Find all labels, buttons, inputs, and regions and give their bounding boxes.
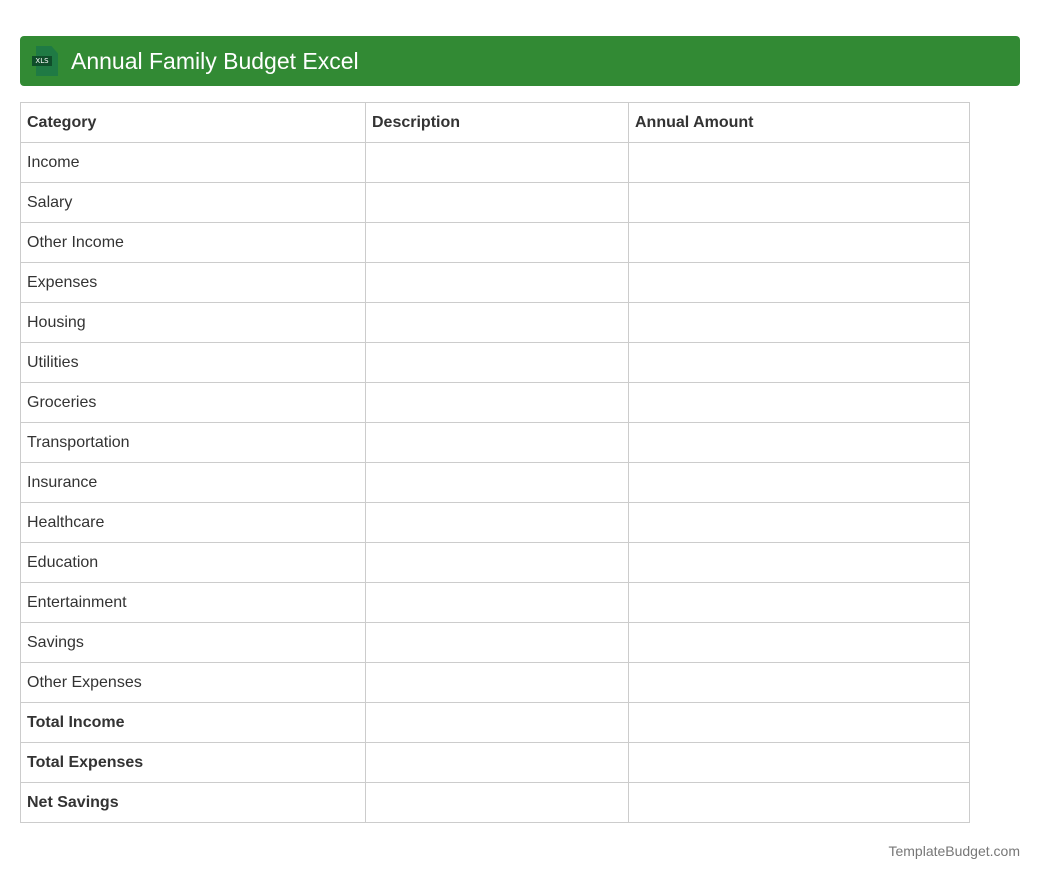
category-cell: Utilities <box>20 342 366 383</box>
category-cell: Other Expenses <box>20 662 366 703</box>
description-cell[interactable] <box>365 502 629 543</box>
annual-amount-cell[interactable] <box>628 662 970 703</box>
annual-amount-cell[interactable] <box>628 262 970 303</box>
annual-amount-cell[interactable] <box>628 622 970 663</box>
annual-amount-cell[interactable] <box>628 222 970 263</box>
annual-amount-cell[interactable] <box>628 342 970 383</box>
description-cell[interactable] <box>365 542 629 583</box>
annual-amount-cell[interactable] <box>628 582 970 623</box>
category-cell: Entertainment <box>20 582 366 623</box>
description-cell[interactable] <box>365 462 629 503</box>
annual-amount-cell[interactable] <box>628 382 970 423</box>
category-cell: Total Expenses <box>20 742 366 783</box>
table-row: Income <box>20 142 970 183</box>
column-header-description: Description <box>365 102 629 143</box>
annual-amount-cell[interactable] <box>628 782 970 823</box>
annual-amount-cell[interactable] <box>628 422 970 463</box>
category-cell: Total Income <box>20 702 366 743</box>
table-row: Savings <box>20 622 970 663</box>
category-cell: Transportation <box>20 422 366 463</box>
description-cell[interactable] <box>365 182 629 223</box>
annual-amount-cell[interactable] <box>628 182 970 223</box>
table-row: Expenses <box>20 262 970 303</box>
table-row: Total Income <box>20 702 970 743</box>
table-row: Other Expenses <box>20 662 970 703</box>
table-row: Net Savings <box>20 782 970 823</box>
description-cell[interactable] <box>365 302 629 343</box>
table-row: Entertainment <box>20 582 970 623</box>
annual-amount-cell[interactable] <box>628 742 970 783</box>
table-row: Insurance <box>20 462 970 503</box>
category-cell: Net Savings <box>20 782 366 823</box>
table-row: Utilities <box>20 342 970 383</box>
annual-amount-cell[interactable] <box>628 302 970 343</box>
page-title: Annual Family Budget Excel <box>71 47 359 74</box>
column-header-category: Category <box>20 102 366 143</box>
annual-amount-cell[interactable] <box>628 702 970 743</box>
table-row: Education <box>20 542 970 583</box>
annual-amount-cell[interactable] <box>628 502 970 543</box>
description-cell[interactable] <box>365 662 629 703</box>
description-cell[interactable] <box>365 262 629 303</box>
table-row: Healthcare <box>20 502 970 543</box>
category-cell: Healthcare <box>20 502 366 543</box>
budget-table: Category Description Annual Amount Incom… <box>20 102 970 823</box>
category-cell: Housing <box>20 302 366 343</box>
description-cell[interactable] <box>365 782 629 823</box>
annual-amount-cell[interactable] <box>628 542 970 583</box>
description-cell[interactable] <box>365 622 629 663</box>
column-header-annual-amount: Annual Amount <box>628 102 970 143</box>
description-cell[interactable] <box>365 382 629 423</box>
description-cell[interactable] <box>365 142 629 183</box>
xls-file-icon: XLS <box>32 46 60 76</box>
description-cell[interactable] <box>365 742 629 783</box>
category-cell: Groceries <box>20 382 366 423</box>
table-row: Groceries <box>20 382 970 423</box>
annual-amount-cell[interactable] <box>628 142 970 183</box>
table-row: Salary <box>20 182 970 223</box>
category-cell: Education <box>20 542 366 583</box>
category-cell: Expenses <box>20 262 366 303</box>
title-banner: XLS Annual Family Budget Excel <box>20 36 1020 86</box>
table-row: Total Expenses <box>20 742 970 783</box>
footer-credit[interactable]: TemplateBudget.com <box>888 843 1020 859</box>
description-cell[interactable] <box>365 702 629 743</box>
category-cell: Income <box>20 142 366 183</box>
description-cell[interactable] <box>365 582 629 623</box>
table-row: Housing <box>20 302 970 343</box>
description-cell[interactable] <box>365 342 629 383</box>
table-row: Transportation <box>20 422 970 463</box>
table-row: Other Income <box>20 222 970 263</box>
description-cell[interactable] <box>365 222 629 263</box>
category-cell: Savings <box>20 622 366 663</box>
category-cell: Other Income <box>20 222 366 263</box>
category-cell: Salary <box>20 182 366 223</box>
annual-amount-cell[interactable] <box>628 462 970 503</box>
category-cell: Insurance <box>20 462 366 503</box>
description-cell[interactable] <box>365 422 629 463</box>
